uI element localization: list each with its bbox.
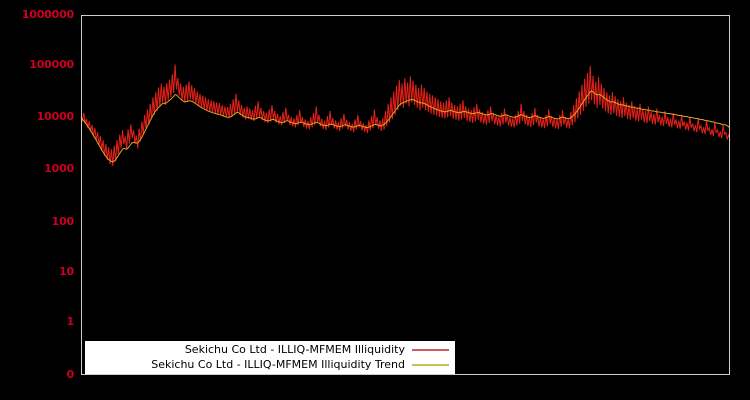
y-tick-label: 1 [66, 315, 75, 328]
legend-item-trend: Sekichu Co Ltd - ILLIQ-MFMEM Illiquidity… [85, 358, 449, 373]
series-line-illiquidity [80, 64, 731, 166]
y-tick-label: 100000 [29, 58, 74, 71]
y-tick-label: 10 [59, 265, 74, 278]
series-layer [80, 64, 731, 166]
legend-label-trend: Sekichu Co Ltd - ILLIQ-MFMEM Illiquidity… [151, 358, 405, 371]
plot-axes-border [81, 15, 730, 375]
y-tick-label: 1000000 [21, 8, 74, 21]
y-tick-label: 1000 [44, 162, 74, 175]
line-swatch-series-icon [412, 344, 449, 356]
legend-item-series: Sekichu Co Ltd - ILLIQ-MFMEM Illiquidity [85, 343, 449, 358]
legend-label-series: Sekichu Co Ltd - ILLIQ-MFMEM Illiquidity [184, 343, 405, 356]
y-tick-label: 0 [66, 368, 75, 381]
line-swatch-trend-icon [412, 359, 449, 371]
y-tick-label: 100 [51, 215, 75, 228]
y-axis-tick-labels: 1000000 100000 10000 1000 100 10 1 0 [0, 0, 74, 400]
series-line-trend [80, 90, 731, 163]
chart-legend: Sekichu Co Ltd - ILLIQ-MFMEM Illiquidity… [85, 341, 455, 374]
y-tick-label: 10000 [36, 110, 74, 123]
